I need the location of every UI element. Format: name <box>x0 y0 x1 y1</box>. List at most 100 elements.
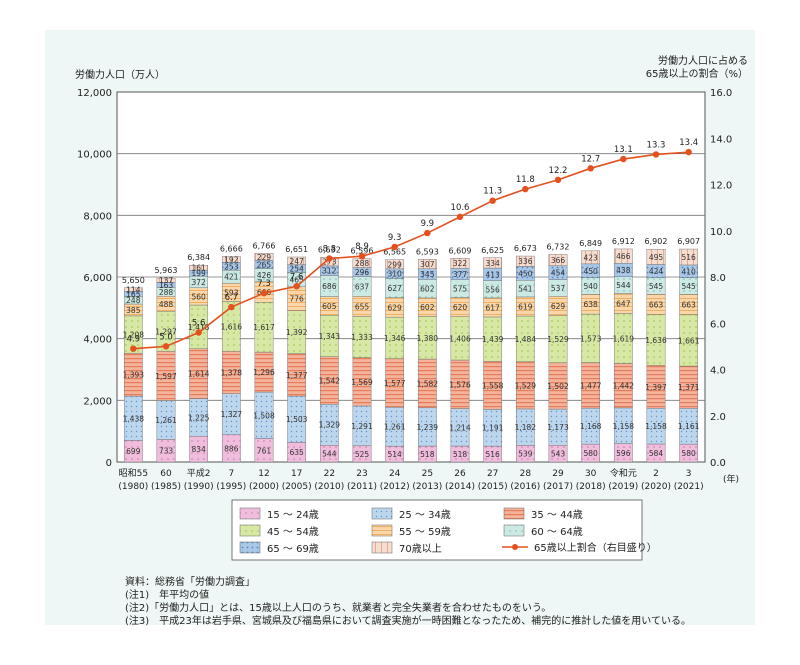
bar-value-label: 345 <box>420 270 435 279</box>
y-right-tick-label: 4.0 <box>710 366 726 377</box>
bar-value-label: 637 <box>355 283 370 292</box>
note-3: (注3) 平成23年は岩手県、宮城県及び福島県において調査実施が一時困難となった… <box>125 616 691 627</box>
bar-value-label: 1,392 <box>286 328 308 337</box>
bar-total-label: 6,593 <box>416 247 439 256</box>
x-tick-label: (1990) <box>184 482 214 492</box>
ratio-label: 5.0 <box>159 332 173 342</box>
x-tick-label: 令和元 <box>610 467 637 479</box>
bar-value-label: 575 <box>453 285 468 294</box>
bar-segment <box>483 257 503 269</box>
bar-value-label: 1,393 <box>123 371 145 380</box>
bar-value-label: 620 <box>453 303 468 312</box>
bar-value-label: 1,296 <box>253 368 275 377</box>
ratio-label: 9.3 <box>388 233 402 243</box>
bar-value-label: 165 <box>126 290 141 299</box>
bar-total-label: 6,625 <box>481 246 504 255</box>
bar-value-label: 336 <box>518 257 533 266</box>
bar-value-label: 560 <box>192 292 207 301</box>
bar-value-label: 424 <box>649 267 664 276</box>
bar-segment <box>515 255 535 267</box>
legend-label: 25 〜 34歳 <box>399 509 451 521</box>
bar-value-label: 619 <box>518 302 533 311</box>
y-left-tick-label: 6,000 <box>83 273 112 284</box>
bar-value-label: 273 <box>322 258 337 267</box>
x-tick-label: (2015) <box>478 482 508 492</box>
bar-value-label: 627 <box>388 284 403 293</box>
source-note: 資料：総務省「労働力調査」 <box>125 577 255 588</box>
x-tick-label: 27 <box>487 469 498 479</box>
bar-value-label: 1,617 <box>253 323 275 332</box>
bar-value-label: 1,291 <box>351 422 373 431</box>
bar-total-label: 6,766 <box>253 241 276 250</box>
y-left-tick-label: 8,000 <box>83 211 112 222</box>
bar-value-label: 1,508 <box>253 411 275 420</box>
y-right-tick-label: 8.0 <box>710 273 726 284</box>
bar-value-label: 450 <box>518 269 533 278</box>
bar-value-label: 514 <box>388 450 403 459</box>
ratio-label: 13.3 <box>647 140 666 150</box>
legend-label: 70歳以上 <box>399 543 442 555</box>
bar-value-label: 199 <box>192 269 207 278</box>
legend-label: 60 〜 64歳 <box>531 526 583 538</box>
ratio-label: 11.8 <box>516 175 535 185</box>
x-tick-label: 17 <box>291 469 302 479</box>
bar-segment <box>679 248 699 266</box>
bar-value-label: 1,569 <box>351 378 373 387</box>
bar-value-label: 413 <box>486 270 501 279</box>
bar-value-label: 540 <box>584 282 599 291</box>
bar-value-label: 776 <box>290 295 305 304</box>
ratio-label: 8.9 <box>355 242 369 252</box>
bar-value-label: 593 <box>224 288 239 297</box>
y-right-tick-label: 6.0 <box>710 319 726 330</box>
bar-total-label: 6,673 <box>514 244 537 253</box>
bar-segment <box>581 250 601 265</box>
bar-value-label: 518 <box>420 450 435 459</box>
bar-value-label: 1,438 <box>123 414 145 423</box>
bar-value-label: 312 <box>322 267 337 276</box>
bar-value-label: 629 <box>551 302 566 311</box>
bar-total-label: 6,384 <box>187 253 210 262</box>
legend-box <box>231 499 643 561</box>
y-left-tick-label: 10,000 <box>77 150 112 161</box>
bar-value-label: 1,158 <box>645 422 667 431</box>
x-tick-label: (2011) <box>347 482 377 492</box>
bar-value-label: 1,333 <box>351 333 373 342</box>
ratio-point <box>326 255 333 262</box>
bar-value-label: 1,576 <box>449 380 471 389</box>
bar-value-label: 539 <box>518 450 533 459</box>
x-tick-label: 12 <box>258 469 269 479</box>
bar-value-label: 1,297 <box>155 327 177 336</box>
bar-value-label: 556 <box>486 285 501 294</box>
x-tick-label: 26 <box>454 469 466 479</box>
bar-value-label: 1,371 <box>678 383 700 392</box>
y-right-tick-label: 2.0 <box>710 412 726 423</box>
chart-frame: 0 2,000 4,000 6,000 8,000 10,000 12,000 0.0 2.0 4… <box>45 30 755 627</box>
bar-value-label: 265 <box>257 260 272 269</box>
bar-segment <box>613 248 633 264</box>
bar-value-label: 1,484 <box>515 335 537 344</box>
x-tick-label: 30 <box>585 469 597 479</box>
bar-value-label: 488 <box>159 300 174 309</box>
bar-value-label: 525 <box>355 450 370 459</box>
labor-force-chart: 0 2,000 4,000 6,000 8,000 10,000 12,000 0.0 2.0 4… <box>75 54 748 561</box>
bar-value-label: 761 <box>257 446 272 455</box>
bar-value-label: 1,397 <box>645 383 667 392</box>
bar-total-label: 6,565 <box>383 248 406 257</box>
ratio-label: 6.7 <box>225 293 239 303</box>
x-tick-label: (2010) <box>314 482 344 492</box>
ratio-point <box>162 343 170 350</box>
bar-value-label: 1,214 <box>449 423 471 432</box>
x-tick-label: 25 <box>422 469 433 479</box>
bar-value-label: 663 <box>649 301 664 310</box>
bar-value-label: 1,168 <box>580 422 602 431</box>
ratio-label: 10.6 <box>451 203 470 213</box>
bar-total-label: 6,632 <box>318 245 341 254</box>
ratio-label: 7.6 <box>290 272 304 282</box>
y-left-tick-label: 12,000 <box>77 88 112 99</box>
x-tick-label: (2005) <box>282 482 312 492</box>
bar-value-label: 545 <box>649 282 664 291</box>
bar-value-label: 161 <box>192 264 207 273</box>
bar-value-label: 1,208 <box>123 331 145 340</box>
bar-value-label: 465 <box>290 276 305 285</box>
bar-value-label: 1,161 <box>678 422 700 431</box>
